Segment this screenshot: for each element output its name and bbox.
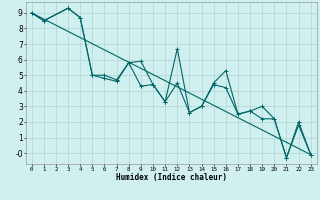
- X-axis label: Humidex (Indice chaleur): Humidex (Indice chaleur): [116, 173, 227, 182]
